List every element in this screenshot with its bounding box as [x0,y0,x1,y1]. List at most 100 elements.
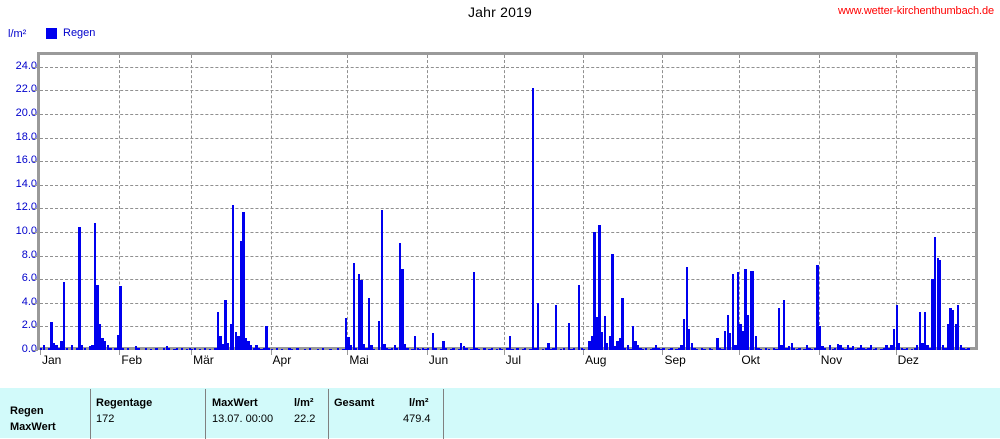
x-tick-mark [739,350,741,355]
rain-bar [449,348,453,350]
rain-bar [162,347,166,350]
y-tick-label: 24.0 [15,59,37,72]
rain-bar [721,348,724,350]
x-tick-label: Mär [193,353,214,367]
rain-bar [606,342,609,350]
rain-bar [793,347,796,350]
rain-bar [524,347,527,350]
rain-bar [857,347,860,350]
rain-bar [275,347,278,350]
gridline-horizontal [40,279,975,281]
rain-bar [465,347,468,350]
rain-bar [836,344,839,350]
rain-bar [78,227,81,350]
rain-bar [731,274,734,350]
rain-bar [434,347,437,350]
rain-bar [414,335,417,350]
rain-bar [96,285,99,350]
rain-bar [506,347,509,350]
rain-bar [662,347,665,350]
gridline-horizontal [40,161,975,163]
x-tick-mark [191,350,193,355]
rain-bar [795,348,799,350]
rain-bar [718,347,722,350]
rain-bar [347,337,350,350]
rain-bar [114,347,117,350]
rain-bar [180,347,184,350]
rain-bar [677,347,681,350]
y-tick-mark [33,302,38,304]
summary-row-label-maxwert: MaxWert [10,421,56,433]
rain-bar [834,347,837,350]
rain-bar [595,316,599,350]
rain-bar [47,347,51,350]
rain-bar [191,348,194,350]
rain-bar [260,348,263,350]
rain-bar [344,318,348,350]
rain-bar [816,265,819,350]
rain-bar [516,347,519,350]
rain-bar [788,346,791,350]
table-divider [90,389,91,439]
rain-bar [875,347,878,350]
rain-bar [954,324,957,350]
rain-bar [478,348,481,350]
rain-bar [411,348,414,350]
rain-bar [726,314,729,350]
site-url-label: www.wetter-kirchenthumbach.de [837,5,994,17]
rain-bar [918,312,921,350]
rain-bar [872,348,875,350]
x-tick-mark [818,350,820,355]
gridline-horizontal [40,232,975,233]
summary-unit-gesamt: l/m² [409,397,429,409]
x-tick-label: Jan [42,353,62,367]
rain-bar [460,342,463,350]
rain-bar [52,342,56,350]
rain-bar [106,345,109,350]
page-title: Jahr 2019 [467,4,533,20]
rain-bar [588,340,591,350]
rain-bar [716,338,719,350]
rain-bar [685,267,688,350]
rain-bar [577,285,581,350]
rain-bar [216,312,220,350]
rain-bar [270,348,273,350]
rain-bar [580,347,583,350]
rain-bar [882,347,886,350]
rain-bar [734,345,737,350]
x-tick-label: Nov [820,353,843,367]
rain-bar [250,345,253,350]
rain-bar [921,342,924,350]
rain-bar [644,347,647,350]
summary-value-maxwert: 22.2 [294,413,316,425]
rain-bar [65,347,68,350]
gridline-vertical [818,55,820,350]
rain-bar [772,347,775,350]
rain-bar [636,345,640,350]
rain-bar [854,348,857,350]
plot-frame [37,52,978,350]
rain-bar [247,340,250,350]
rain-bar [431,333,435,350]
summary-head-gesamt: Gesamt [334,397,375,409]
rain-bar [57,347,61,350]
rain-bar [649,348,652,350]
rain-bar [560,348,563,350]
rain-bar [498,347,501,350]
gridline-horizontal [40,255,975,257]
legend-swatch-regen [46,27,57,39]
rain-bar [708,347,711,350]
rain-bar [754,335,758,350]
y-tick-mark [33,350,38,351]
rain-bar [818,326,822,350]
plot-gridlines [40,55,975,350]
y-tick-mark [33,184,38,186]
rain-bar [203,347,207,350]
rain-bar [370,345,373,350]
rain-bar [967,347,970,350]
rain-bar [209,348,212,350]
rain-bar [155,347,158,350]
rain-bar [165,346,168,350]
rain-bar [767,348,770,350]
rain-bar [621,298,624,350]
